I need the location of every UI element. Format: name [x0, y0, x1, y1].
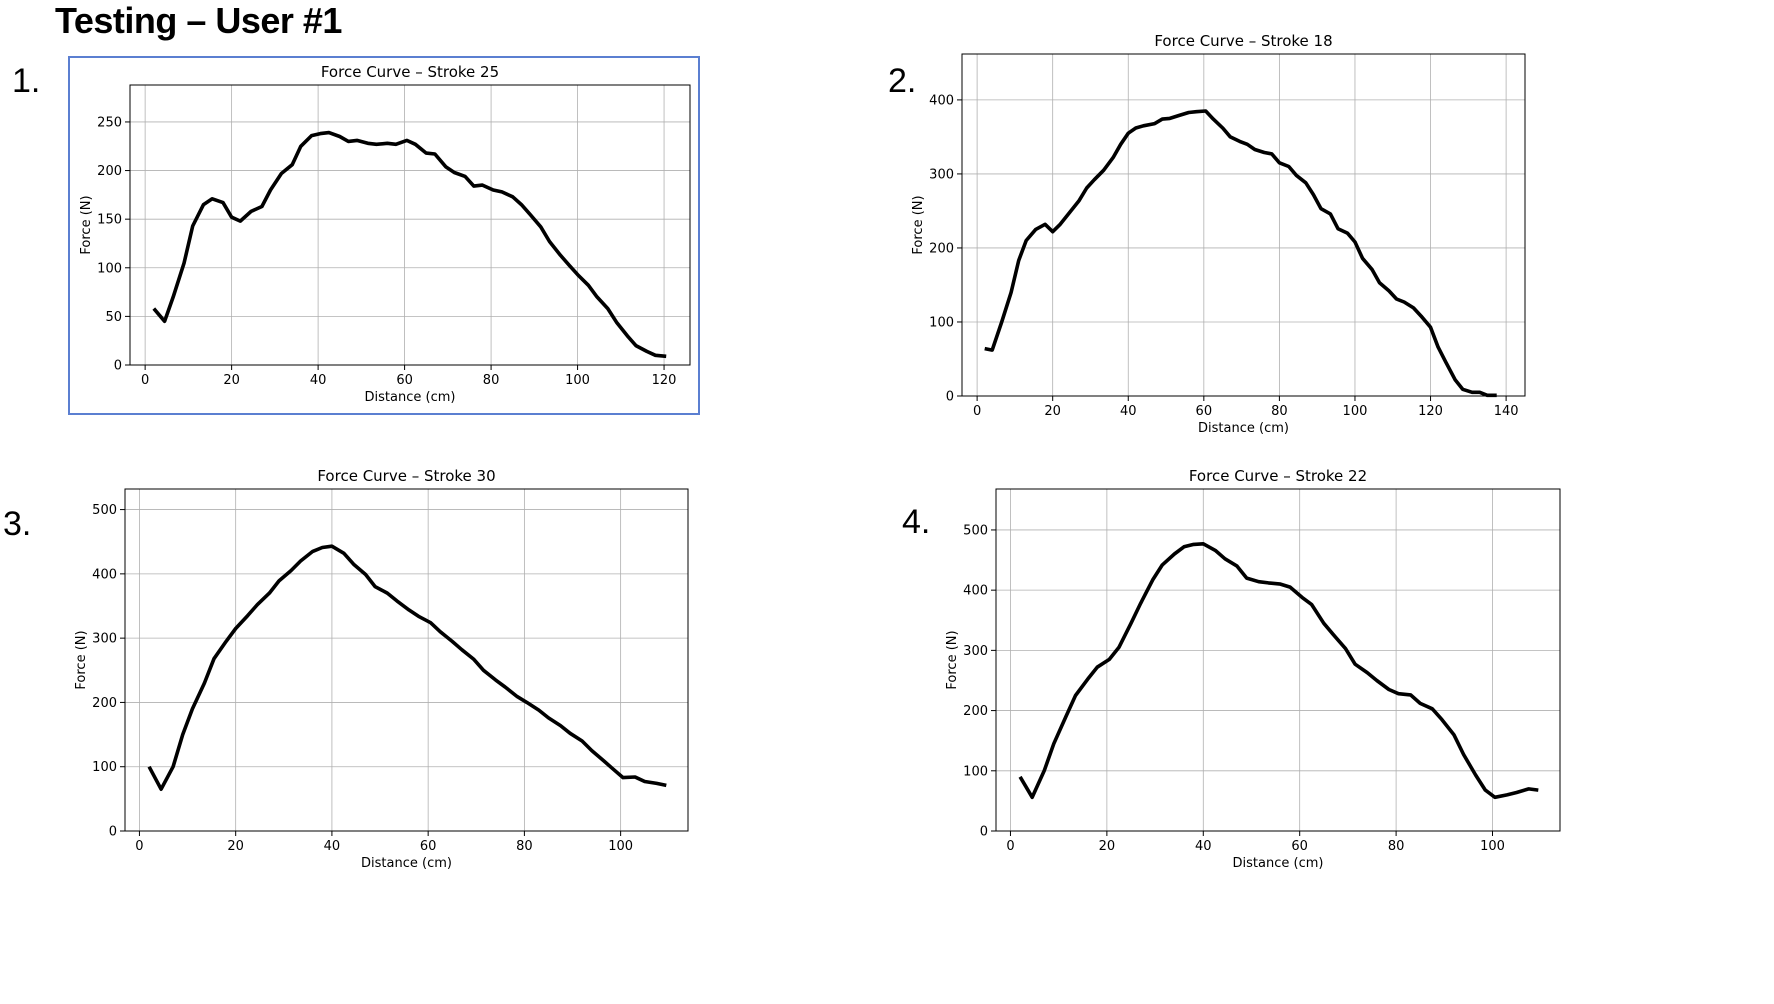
x-tick-label: 60: [1196, 404, 1213, 419]
y-tick-label: 500: [963, 523, 988, 538]
x-tick-label: 40: [324, 839, 341, 854]
y-tick-label: 50: [105, 310, 122, 325]
y-tick-label: 500: [92, 503, 117, 518]
x-tick-label: 120: [1418, 404, 1443, 419]
force-curve-line: [147, 544, 667, 792]
y-tick-label: 400: [963, 584, 988, 599]
x-tick-label: 120: [652, 373, 677, 388]
plot-area-frame: [961, 53, 1526, 397]
x-tick-label: 80: [1271, 404, 1288, 419]
y-tick-label: 400: [929, 93, 954, 108]
force-curve-line: [152, 130, 667, 359]
x-tick-label: 100: [1343, 404, 1368, 419]
x-axis-label: Distance (cm): [1198, 421, 1289, 436]
force-curve-line: [984, 109, 1497, 398]
x-tick-label: 60: [396, 373, 413, 388]
x-tick-label: 40: [1120, 404, 1137, 419]
y-tick-label: 300: [92, 632, 117, 647]
x-tick-label: 20: [1099, 839, 1116, 854]
panel-number-2: 2.: [888, 62, 917, 100]
y-tick-label: 300: [963, 644, 988, 659]
y-tick-label: 100: [97, 261, 122, 276]
y-tick-label: 300: [929, 167, 954, 182]
x-tick-label: 0: [1006, 839, 1014, 854]
page-title: Testing – User #1: [55, 0, 342, 41]
y-tick-label: 0: [114, 359, 122, 374]
y-tick-label: 400: [92, 567, 117, 582]
x-tick-label: 100: [608, 839, 633, 854]
y-tick-label: 200: [963, 704, 988, 719]
y-tick-label: 250: [97, 115, 122, 130]
x-axis-label: Distance (cm): [361, 856, 452, 871]
y-tick-label: 100: [929, 315, 954, 330]
x-tick-label: 80: [1388, 839, 1405, 854]
x-tick-label: 80: [483, 373, 500, 388]
chart-title: Force Curve – Stroke 25: [321, 63, 499, 81]
x-tick-label: 40: [310, 373, 327, 388]
x-tick-label: 80: [516, 839, 533, 854]
x-tick-label: 40: [1195, 839, 1212, 854]
panel-number-4: 4.: [902, 503, 931, 541]
plot-area-frame: [129, 84, 691, 366]
y-axis-label: Force (N): [911, 195, 926, 254]
plot-area-frame: [124, 488, 689, 832]
y-axis-label: Force (N): [79, 195, 94, 254]
y-tick-label: 150: [97, 213, 122, 228]
y-tick-label: 0: [946, 390, 954, 405]
y-tick-label: 200: [97, 164, 122, 179]
panel-number-1: 1.: [12, 62, 41, 100]
x-tick-label: 100: [565, 373, 590, 388]
x-axis-label: Distance (cm): [1233, 856, 1324, 871]
y-tick-label: 0: [980, 825, 988, 840]
force-curve-line: [1018, 541, 1539, 800]
chart-title: Force Curve – Stroke 18: [1154, 32, 1332, 50]
y-tick-label: 0: [109, 825, 117, 840]
x-tick-label: 100: [1480, 839, 1505, 854]
x-tick-label: 20: [227, 839, 244, 854]
chart-title: Force Curve – Stroke 22: [1189, 467, 1367, 485]
x-tick-label: 20: [223, 373, 240, 388]
panel-number-3: 3.: [3, 505, 32, 543]
x-tick-label: 0: [973, 404, 981, 419]
x-tick-label: 60: [1291, 839, 1308, 854]
y-tick-label: 100: [963, 764, 988, 779]
chart-title: Force Curve – Stroke 30: [317, 467, 495, 485]
chart-frame-1: [68, 56, 700, 415]
plot-area-frame: [995, 488, 1561, 832]
y-tick-label: 100: [92, 760, 117, 775]
y-tick-label: 200: [92, 696, 117, 711]
x-tick-label: 20: [1044, 404, 1061, 419]
x-tick-label: 140: [1494, 404, 1519, 419]
y-axis-label: Force (N): [74, 630, 89, 689]
x-axis-label: Distance (cm): [365, 390, 456, 405]
x-tick-label: 60: [420, 839, 437, 854]
y-axis-label: Force (N): [945, 630, 960, 689]
x-tick-label: 0: [141, 373, 149, 388]
y-tick-label: 200: [929, 241, 954, 256]
x-tick-label: 0: [135, 839, 143, 854]
